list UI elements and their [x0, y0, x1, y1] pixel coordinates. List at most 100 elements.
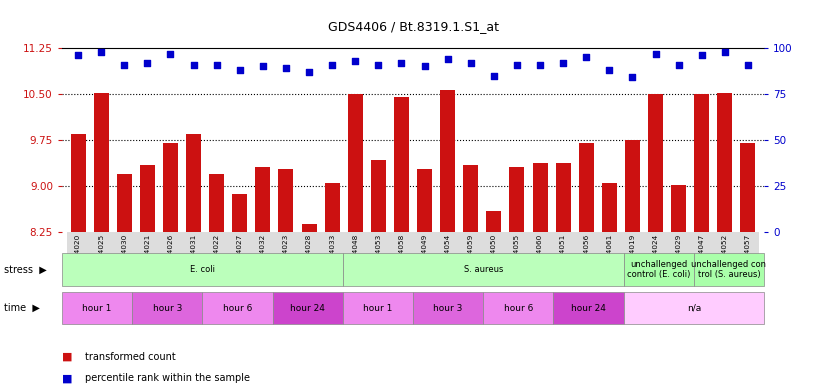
Text: hour 1: hour 1	[83, 304, 112, 313]
Point	[325, 61, 339, 68]
Bar	[348, 94, 363, 232]
Point	[557, 60, 570, 66]
Point	[164, 50, 177, 56]
Bar	[135, 232, 159, 278]
Bar	[205, 232, 228, 278]
Bar	[390, 232, 413, 278]
Point	[649, 50, 662, 56]
Bar	[533, 163, 548, 232]
Bar	[625, 140, 640, 232]
Bar	[644, 232, 667, 278]
Bar	[116, 174, 132, 232]
Text: hour 3: hour 3	[153, 304, 182, 313]
Point	[718, 49, 731, 55]
Bar	[113, 232, 135, 278]
Point	[441, 56, 454, 62]
Bar	[506, 232, 529, 278]
Bar	[371, 161, 386, 232]
Bar	[320, 232, 344, 278]
Bar	[552, 232, 575, 278]
Text: hour 24: hour 24	[290, 304, 325, 313]
Point	[372, 61, 385, 68]
Bar	[413, 232, 436, 278]
Bar	[487, 211, 501, 232]
Point	[302, 69, 316, 75]
Bar	[713, 232, 736, 278]
Point	[210, 61, 223, 68]
Bar	[598, 232, 621, 278]
Text: E. coli: E. coli	[190, 265, 215, 274]
Text: hour 6: hour 6	[223, 304, 252, 313]
Point	[580, 54, 593, 60]
Point	[464, 60, 477, 66]
Bar	[671, 185, 686, 232]
Bar	[140, 165, 155, 232]
Bar	[648, 94, 663, 232]
Point	[349, 58, 362, 64]
Text: hour 24: hour 24	[571, 304, 606, 313]
Bar	[186, 134, 201, 232]
Bar	[182, 232, 205, 278]
Point	[418, 63, 431, 70]
Point	[487, 73, 501, 79]
Point	[256, 63, 269, 70]
Bar	[70, 134, 86, 232]
Point	[626, 74, 639, 81]
Bar	[667, 232, 691, 278]
Bar	[463, 165, 478, 232]
Bar	[417, 169, 432, 232]
Bar	[209, 174, 224, 232]
Bar	[436, 232, 459, 278]
Bar	[367, 232, 390, 278]
Point	[395, 60, 408, 66]
Bar	[691, 232, 713, 278]
Bar	[482, 232, 506, 278]
Text: hour 3: hour 3	[434, 304, 463, 313]
Bar	[325, 183, 339, 232]
Bar	[602, 183, 617, 232]
Point	[187, 61, 200, 68]
Point	[72, 52, 85, 58]
Point	[140, 60, 154, 66]
Bar	[556, 163, 571, 232]
Bar	[621, 232, 644, 278]
Bar	[67, 232, 90, 278]
Bar	[717, 93, 733, 232]
Text: stress  ▶: stress ▶	[4, 265, 47, 275]
Point	[117, 61, 131, 68]
Point	[695, 52, 709, 58]
Point	[510, 61, 524, 68]
Bar	[694, 94, 710, 232]
Text: ■: ■	[62, 352, 73, 362]
Bar	[575, 232, 598, 278]
Bar	[163, 143, 178, 232]
Text: unchallenged
control (E. coli): unchallenged control (E. coli)	[627, 260, 691, 280]
Text: hour 1: hour 1	[363, 304, 392, 313]
Text: ■: ■	[62, 373, 73, 383]
Bar	[344, 232, 367, 278]
Bar	[440, 90, 455, 232]
Bar	[529, 232, 552, 278]
Point	[95, 49, 108, 55]
Text: unchallenged con
trol (S. aureus): unchallenged con trol (S. aureus)	[691, 260, 767, 280]
Bar	[394, 97, 409, 232]
Bar	[278, 169, 293, 232]
Bar	[93, 93, 109, 232]
Bar	[228, 232, 251, 278]
Text: percentile rank within the sample: percentile rank within the sample	[85, 373, 250, 383]
Point	[233, 67, 246, 73]
Bar	[159, 232, 182, 278]
Bar	[274, 232, 297, 278]
Bar	[251, 232, 274, 278]
Text: time  ▶: time ▶	[4, 303, 40, 313]
Point	[603, 67, 616, 73]
Point	[672, 61, 686, 68]
Text: hour 6: hour 6	[504, 304, 533, 313]
Point	[741, 61, 754, 68]
Point	[534, 61, 547, 68]
Text: S. aureus: S. aureus	[463, 265, 503, 274]
Bar	[579, 143, 594, 232]
Bar	[510, 167, 525, 232]
Bar	[90, 232, 113, 278]
Bar	[736, 232, 759, 278]
